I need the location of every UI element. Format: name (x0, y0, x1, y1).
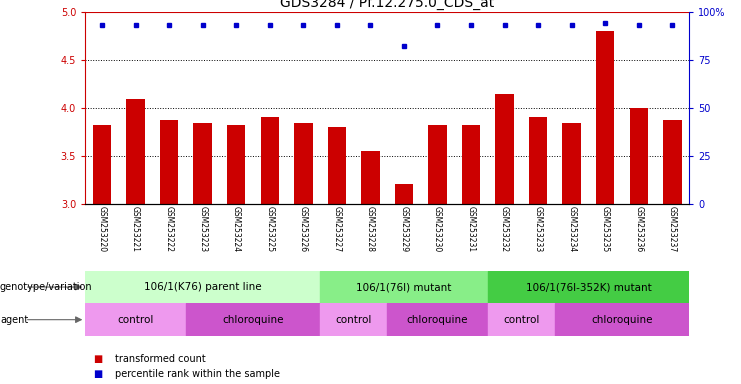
Bar (663, 120, 682, 204)
Bar (555, 303, 689, 336)
Text: GSM253237: GSM253237 (668, 205, 677, 252)
Text: ■: ■ (93, 369, 102, 379)
Text: GSM253233: GSM253233 (534, 205, 542, 252)
Text: GSM253234: GSM253234 (567, 205, 576, 252)
Text: GSM253221: GSM253221 (131, 205, 140, 252)
Title: GDS3284 / Pf.12.275.0_CDS_at: GDS3284 / Pf.12.275.0_CDS_at (280, 0, 494, 10)
Text: GSM253226: GSM253226 (299, 205, 308, 252)
Bar (126, 99, 144, 204)
Text: genotype/variation: genotype/variation (0, 282, 93, 292)
Bar (596, 31, 614, 204)
Bar (462, 125, 480, 204)
Text: agent: agent (0, 314, 28, 325)
Text: GSM253235: GSM253235 (601, 205, 610, 252)
Text: GSM253224: GSM253224 (232, 205, 241, 252)
Bar (361, 151, 379, 204)
Text: 106/1(76I-352K) mutant: 106/1(76I-352K) mutant (525, 282, 651, 292)
Text: control: control (336, 314, 372, 325)
Bar (85, 271, 320, 303)
Text: GSM253222: GSM253222 (165, 205, 173, 252)
Bar (328, 127, 346, 204)
Text: GSM253232: GSM253232 (500, 205, 509, 252)
Bar (630, 108, 648, 204)
Text: transformed count: transformed count (115, 354, 205, 364)
Bar (529, 117, 548, 204)
Text: GSM253220: GSM253220 (98, 205, 107, 252)
Text: control: control (117, 314, 153, 325)
Bar (488, 303, 555, 336)
Text: control: control (503, 314, 539, 325)
Bar (562, 123, 581, 204)
Bar (193, 123, 212, 204)
Text: GSM253236: GSM253236 (634, 205, 643, 252)
Bar (387, 303, 488, 336)
Text: percentile rank within the sample: percentile rank within the sample (115, 369, 280, 379)
Bar (261, 117, 279, 204)
Bar (160, 120, 179, 204)
Bar (320, 303, 387, 336)
Bar (93, 125, 111, 204)
Bar (320, 271, 488, 303)
Text: GSM253229: GSM253229 (399, 205, 408, 252)
Bar (496, 94, 514, 204)
Text: chloroquine: chloroquine (222, 314, 284, 325)
Bar (395, 184, 413, 204)
Text: GSM253230: GSM253230 (433, 205, 442, 252)
Text: chloroquine: chloroquine (407, 314, 468, 325)
Text: GSM253223: GSM253223 (198, 205, 207, 252)
Text: GSM253231: GSM253231 (467, 205, 476, 252)
Bar (186, 303, 320, 336)
Bar (488, 271, 689, 303)
Bar (294, 123, 313, 204)
Text: chloroquine: chloroquine (591, 314, 653, 325)
Text: GSM253228: GSM253228 (366, 205, 375, 252)
Text: ■: ■ (93, 354, 102, 364)
Text: 106/1(76I) mutant: 106/1(76I) mutant (356, 282, 451, 292)
Bar (227, 125, 245, 204)
Bar (85, 303, 186, 336)
Text: GSM253227: GSM253227 (333, 205, 342, 252)
Text: 106/1(K76) parent line: 106/1(K76) parent line (144, 282, 262, 292)
Text: GSM253225: GSM253225 (265, 205, 274, 252)
Bar (428, 125, 447, 204)
